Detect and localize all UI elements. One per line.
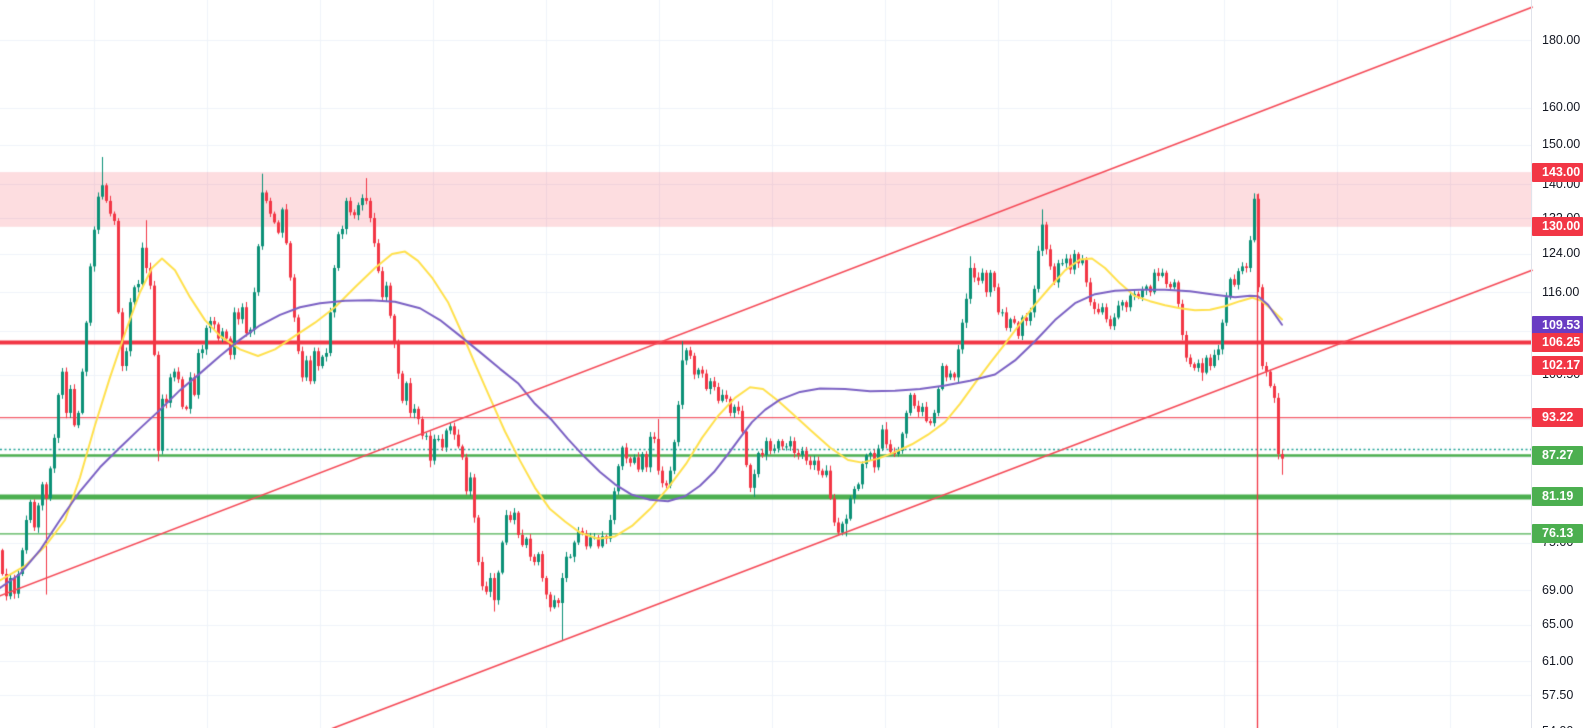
price-level-badge: 93.22: [1532, 408, 1583, 428]
price-level-badge: 81.19: [1532, 487, 1583, 507]
price-level-badge: 102.17: [1532, 355, 1583, 375]
price-level-badge: 143.00: [1532, 162, 1583, 182]
price-tick-label: 160.00: [1542, 100, 1581, 115]
price-tick-label: 150.00: [1542, 137, 1581, 152]
price-level-badge: 109.53: [1532, 315, 1583, 335]
price-axis[interactable]: 180.00160.00150.00140.00132.00124.00116.…: [1531, 0, 1583, 728]
price-tick-label: 57.50: [1542, 687, 1574, 702]
price-level-badge: 87.27: [1532, 446, 1583, 466]
price-level-badge: 130.00: [1532, 217, 1583, 237]
price-tick-label: 124.00: [1542, 246, 1581, 261]
price-tick-label: 65.00: [1542, 617, 1574, 632]
price-tick-label: 180.00: [1542, 32, 1581, 47]
price-tick-label: 69.00: [1542, 582, 1574, 597]
price-level-badge: 76.13: [1532, 524, 1583, 544]
price-level-badge: 106.25: [1532, 333, 1583, 353]
price-tick-label: 116.00: [1542, 284, 1580, 299]
price-tick-label: 61.00: [1542, 653, 1574, 668]
price-tick-label: 54.00: [1542, 724, 1573, 728]
